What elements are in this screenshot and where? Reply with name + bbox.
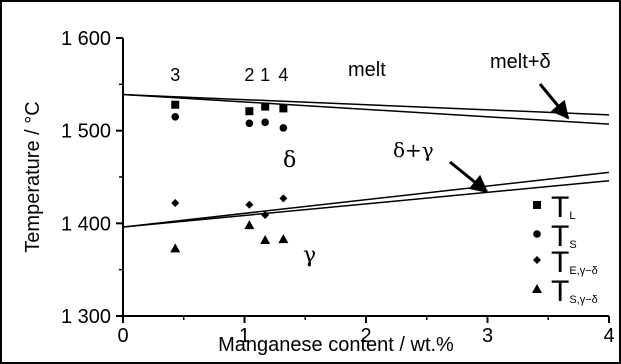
x-axis-label: Manganese content / wt.% — [218, 334, 454, 356]
data-point-square — [245, 107, 254, 116]
legend-marker-triangle — [532, 284, 542, 293]
delta-gamma-label: δ+γ — [393, 138, 434, 162]
y-axis-label: Temperature / °C — [22, 101, 44, 252]
sample-label: 4 — [278, 65, 288, 85]
x-tick-label: 3 — [482, 325, 493, 347]
legend-label: TS — [551, 220, 577, 253]
data-point-circle — [279, 124, 288, 132]
melt-delta-arrow — [538, 83, 570, 120]
data-points — [170, 100, 289, 253]
y-tick-label: 1 300 — [61, 306, 111, 328]
legend-marker-circle — [533, 230, 541, 238]
legend-marker-diamond — [533, 256, 541, 264]
x-ticks: 0 1 2 3 4 — [117, 316, 615, 347]
x-tick-label: 1 — [239, 325, 250, 347]
phase-boundary-line — [122, 171, 610, 228]
legend-label: TL — [551, 191, 575, 224]
phase-boundary-line — [122, 179, 610, 228]
x-tick-label: 4 — [603, 325, 614, 347]
phase-boundary-line — [122, 93, 610, 125]
phase-boundary-line — [122, 93, 610, 116]
data-point-triangle — [244, 220, 255, 230]
y-tick-label: 1 500 — [61, 121, 111, 143]
data-point-square — [171, 100, 180, 109]
data-point-circle — [261, 118, 269, 127]
data-point-square — [261, 102, 270, 111]
y-tick-label: 1 400 — [61, 213, 111, 235]
delta-region-label: δ — [283, 148, 296, 173]
data-point-square — [279, 104, 288, 113]
data-point-diamond — [171, 198, 180, 207]
legend-label: TS,γ−δ — [551, 275, 598, 308]
legend-label: TE,γ−δ — [551, 246, 598, 279]
data-point-triangle — [170, 243, 181, 253]
legend-marker-square — [533, 201, 541, 209]
sample-label: 2 — [244, 65, 254, 85]
sample-label: 1 — [260, 65, 270, 85]
melt-delta-label: melt+δ — [490, 51, 551, 73]
data-point-diamond — [279, 194, 288, 203]
sample-label: 3 — [170, 65, 180, 85]
x-tick-label: 2 — [360, 325, 371, 347]
melt-region-label: melt — [348, 59, 386, 81]
x-tick-label: 0 — [117, 325, 128, 347]
y-ticks: 1 300 1 400 1 500 1 600 — [61, 28, 123, 328]
data-point-circle — [245, 119, 254, 128]
data-point-circle — [171, 112, 180, 121]
gamma-region-label: γ — [303, 243, 316, 268]
y-tick-label: 1 600 — [61, 28, 111, 50]
data-point-triangle — [278, 234, 289, 244]
data-point-triangle — [260, 235, 271, 245]
data-point-diamond — [261, 210, 270, 219]
data-point-diamond — [245, 200, 254, 209]
delta-gamma-arrow — [449, 160, 489, 194]
phase-boundary-lines — [122, 93, 610, 228]
